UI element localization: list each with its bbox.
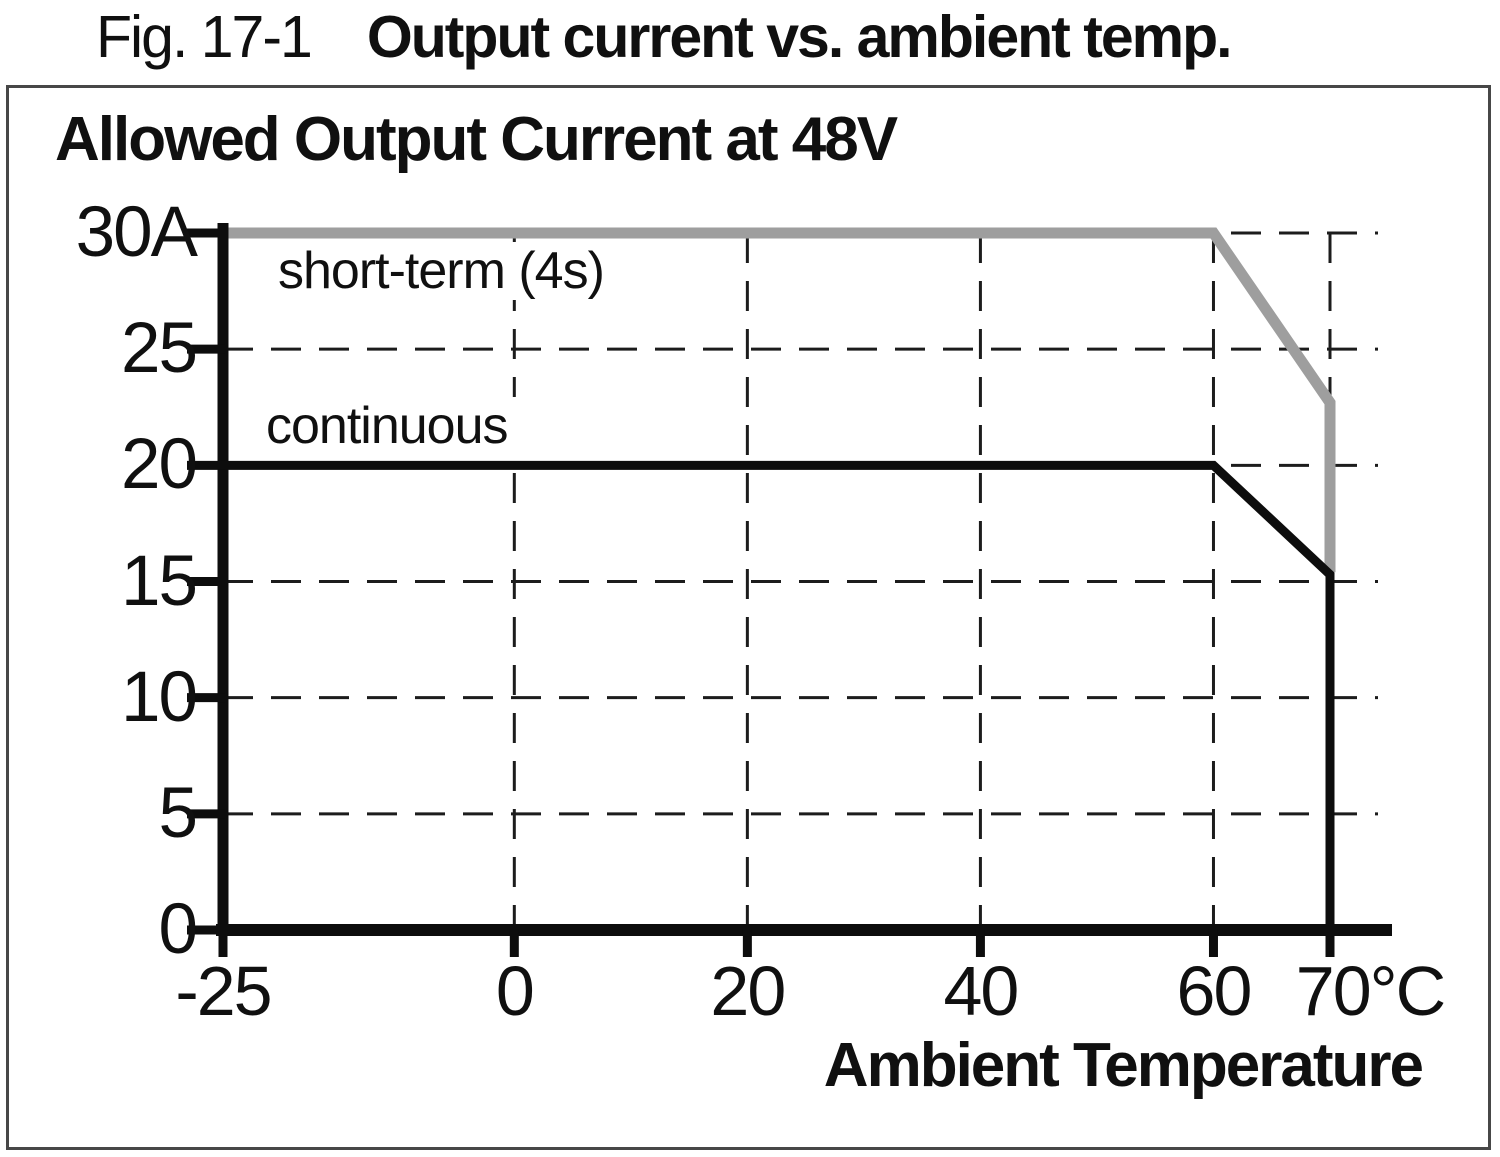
y-tick-label-20: 20 <box>121 425 198 505</box>
figure-caption: Fig. 17-1 Output current vs. ambient temp… <box>96 2 1233 72</box>
series-label-continuous: continuous <box>258 397 516 455</box>
x-tick-label-40: 40 <box>943 952 1019 1030</box>
x-tick-label-0: 0 <box>495 952 535 1030</box>
y-tick-label-15: 15 <box>121 541 198 621</box>
series-line-short-term <box>223 227 1336 573</box>
x-axis-title: Ambient Temperature <box>823 1031 1424 1100</box>
y-tick-label-25: 25 <box>121 309 198 389</box>
y-tick-label-30A: 30A <box>75 193 198 272</box>
figure-number: Fig. 17-1 <box>96 4 313 70</box>
figure-caption-text: Output current vs. ambient temp. <box>366 4 1233 70</box>
x-tick-label-20: 20 <box>710 952 786 1030</box>
series-label-short-term: short-term (4s) <box>270 242 612 300</box>
chart-title: Allowed Output Current at 48V <box>55 105 898 174</box>
x-tick-label-60: 60 <box>1176 952 1253 1030</box>
y-tick-label-10: 10 <box>121 657 198 737</box>
series-line-continuous <box>223 460 1335 930</box>
y-tick-label-0: 0 <box>158 890 199 969</box>
y-tick-label-5: 5 <box>158 773 199 853</box>
x-tick-label--25: -25 <box>175 952 272 1030</box>
x-tick-label-70°C: 70°C <box>1295 952 1446 1030</box>
